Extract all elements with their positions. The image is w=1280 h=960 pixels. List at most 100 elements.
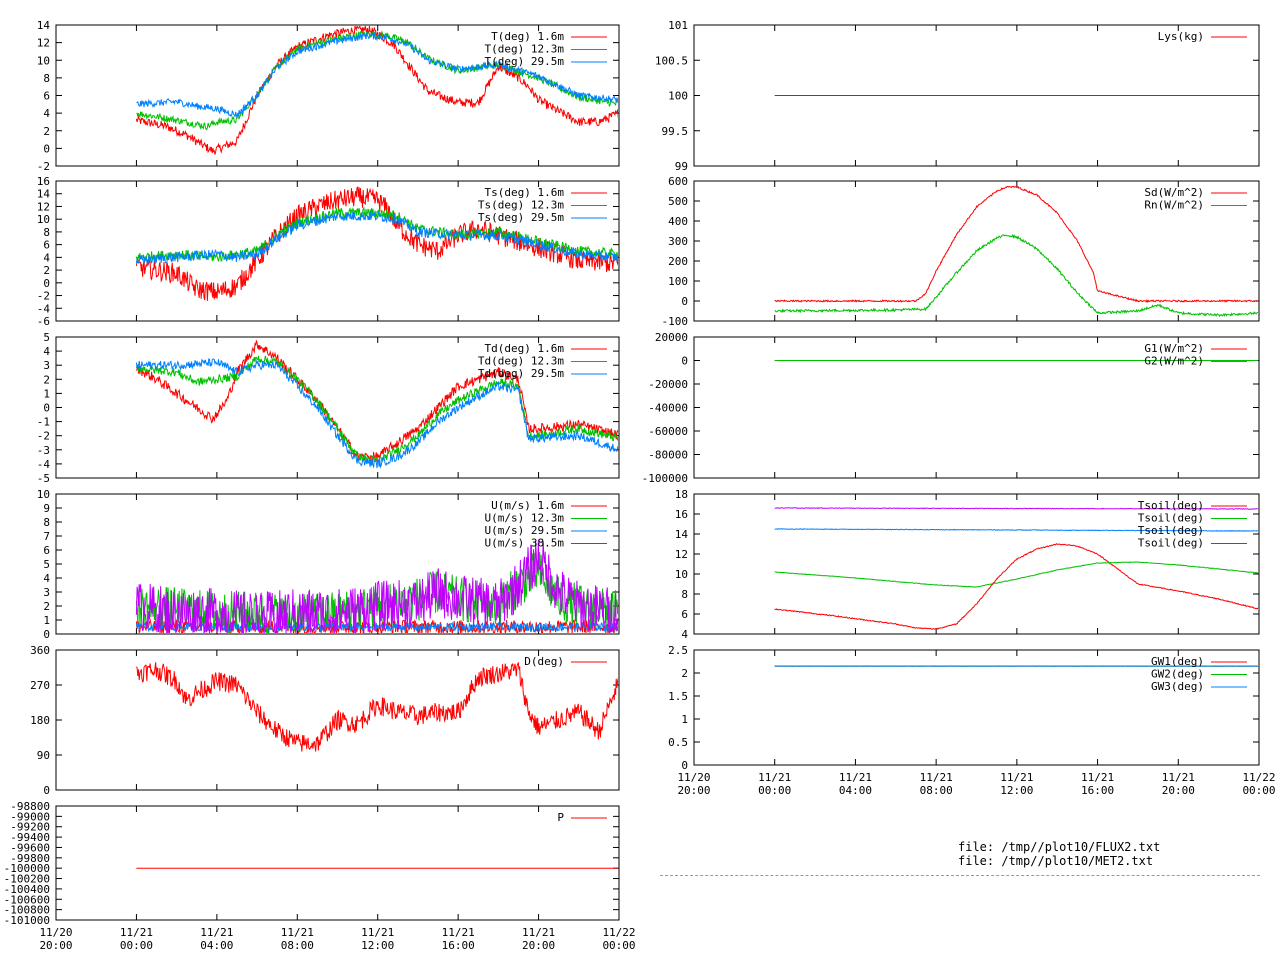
y-tick-label: 6	[43, 544, 50, 557]
legend-label: D(deg)	[524, 655, 564, 668]
series-group	[135, 661, 618, 752]
series-group	[135, 540, 618, 633]
y-tick-label: 4	[681, 628, 688, 641]
x-tick-time: 20:00	[39, 939, 72, 952]
x-tick-time: 16:00	[442, 939, 475, 952]
y-tick-label: 0	[43, 784, 50, 797]
y-tick-label: 6	[43, 239, 50, 252]
y-tick-label: 12	[37, 200, 50, 213]
y-tick-label: 4	[43, 345, 50, 358]
series-line-D-0	[135, 661, 618, 752]
series-line-Ts-2	[135, 211, 618, 265]
series-group	[135, 340, 618, 469]
plot-frame	[693, 493, 1260, 635]
y-tick-label: 5	[43, 331, 50, 344]
y-tick-label: -100000	[4, 862, 50, 875]
series-line-Tsoil-1	[774, 561, 1258, 588]
y-tick-label: 99.5	[662, 125, 689, 138]
x-tick-time: 12:00	[1000, 784, 1033, 797]
x-tick-date: 11/21	[758, 771, 791, 784]
panel-Rad: -100 0 100 200 300 400 500 600 Sd(W/m^2)Rn(W/m^2…	[662, 175, 1260, 328]
y-tick-label: 3	[43, 359, 50, 372]
x-tick-time: 04:00	[200, 939, 233, 952]
legend-label: Td(deg) 1.6m	[485, 342, 565, 355]
y-tick-label: 0.5	[668, 736, 688, 749]
y-tick-label: 6	[43, 90, 50, 103]
y-tick-label: 2	[43, 125, 50, 138]
legend-label: U(m/s) 1.6m	[491, 499, 564, 512]
y-tick-label: -98800	[10, 800, 50, 813]
y-tick-label: 7	[43, 530, 50, 543]
x-tick-time: 20:00	[677, 784, 710, 797]
legend-label: Tsoil(deg)	[1138, 524, 1204, 537]
x-tick-date: 11/21	[1162, 771, 1195, 784]
x-tick-time: 04:00	[839, 784, 872, 797]
y-tick-label: -80000	[648, 449, 688, 462]
legend-label: T(deg) 12.3m	[485, 43, 565, 56]
y-tick-label: 1	[681, 713, 688, 726]
x-tick-date: 11/21	[839, 771, 872, 784]
plot-frame	[693, 180, 1260, 322]
y-tick-label: 9	[43, 502, 50, 515]
legend-label: Tsoil(deg)	[1138, 512, 1204, 525]
y-tick-label: -2	[37, 160, 50, 173]
y-tick-label: 8	[43, 516, 50, 529]
y-tick-label: 14	[37, 188, 51, 201]
x-tick-time: 20:00	[522, 939, 555, 952]
y-tick-label: 0	[681, 295, 688, 308]
series-line-U-3	[135, 540, 618, 633]
y-tick-label: 1	[43, 387, 50, 400]
panel-Tsoil: 4681012141618Tsoil(deg)Tsoil(deg)Tsoil(d…	[675, 488, 1260, 641]
x-tick-date: 11/21	[1081, 771, 1114, 784]
panel-P: -101000-100800-100600-100400-100200-1000…	[4, 800, 636, 952]
legend-label: T(deg) 29.5m	[485, 55, 565, 68]
x-tick-date: 11/20	[677, 771, 710, 784]
panel-T: -2 0 2 4 6 8 10 12 14 T(deg) 1.6mT(deg) 12.3mT(de…	[37, 19, 620, 173]
x-tick-time: 00:00	[602, 939, 635, 952]
y-tick-label: 100	[668, 90, 688, 103]
y-tick-label: 10	[37, 213, 50, 226]
y-tick-label: 18	[675, 488, 688, 501]
legend-label: Ts(deg) 12.3m	[478, 199, 564, 212]
y-tick-label: 5	[43, 558, 50, 571]
y-tick-label: -100000	[642, 472, 688, 485]
x-tick-date: 11/22	[1242, 771, 1275, 784]
y-tick-label: -40000	[648, 402, 688, 415]
series-line-Td-2	[135, 357, 618, 469]
y-tick-label: 10	[675, 568, 688, 581]
series-line-Rad-1	[774, 233, 1258, 318]
y-tick-label: 1.5	[668, 690, 688, 703]
y-tick-label: 180	[30, 714, 50, 727]
y-tick-label: 360	[30, 644, 50, 657]
y-tick-label: -5	[37, 472, 50, 485]
y-tick-label: -2	[37, 290, 50, 303]
x-tick-time: 16:00	[1081, 784, 1114, 797]
legend-label: U(m/s) 29.5m	[485, 524, 565, 537]
y-tick-label: 10	[37, 488, 50, 501]
series-line-Tsoil-3	[774, 507, 1258, 510]
panel-G: -100000 -80000 -60000 -40000 -20000 0 20000 G1(…	[642, 331, 1260, 485]
series-group	[135, 186, 618, 301]
y-tick-label: -101000	[4, 914, 50, 927]
y-tick-label: -100600	[4, 893, 50, 906]
plot-frame	[55, 180, 620, 322]
legend-label: Ts(deg) 29.5m	[478, 211, 564, 224]
file-label-met: file: /tmp//plot10/MET2.txt	[958, 854, 1154, 868]
y-tick-label: -100	[662, 315, 689, 328]
y-tick-label: 101	[668, 19, 688, 32]
file-label-flux: file: /tmp//plot10/FLUX2.txt	[958, 840, 1161, 854]
y-tick-label: -6	[37, 315, 50, 328]
y-tick-label: 2.5	[668, 644, 688, 657]
legend-label: P	[557, 811, 564, 824]
y-tick-label: 0	[43, 628, 50, 641]
y-tick-label: 100.5	[655, 54, 688, 67]
x-tick-date: 11/21	[442, 926, 475, 939]
y-tick-label: 8	[43, 72, 50, 85]
y-tick-label: 100	[668, 275, 688, 288]
y-tick-label: 2	[43, 600, 50, 613]
y-tick-label: -2	[37, 430, 50, 443]
legend-label: Lys(kg)	[1158, 30, 1204, 43]
legend-label: Td(deg) 29.5m	[478, 367, 564, 380]
x-tick-time: 12:00	[361, 939, 394, 952]
